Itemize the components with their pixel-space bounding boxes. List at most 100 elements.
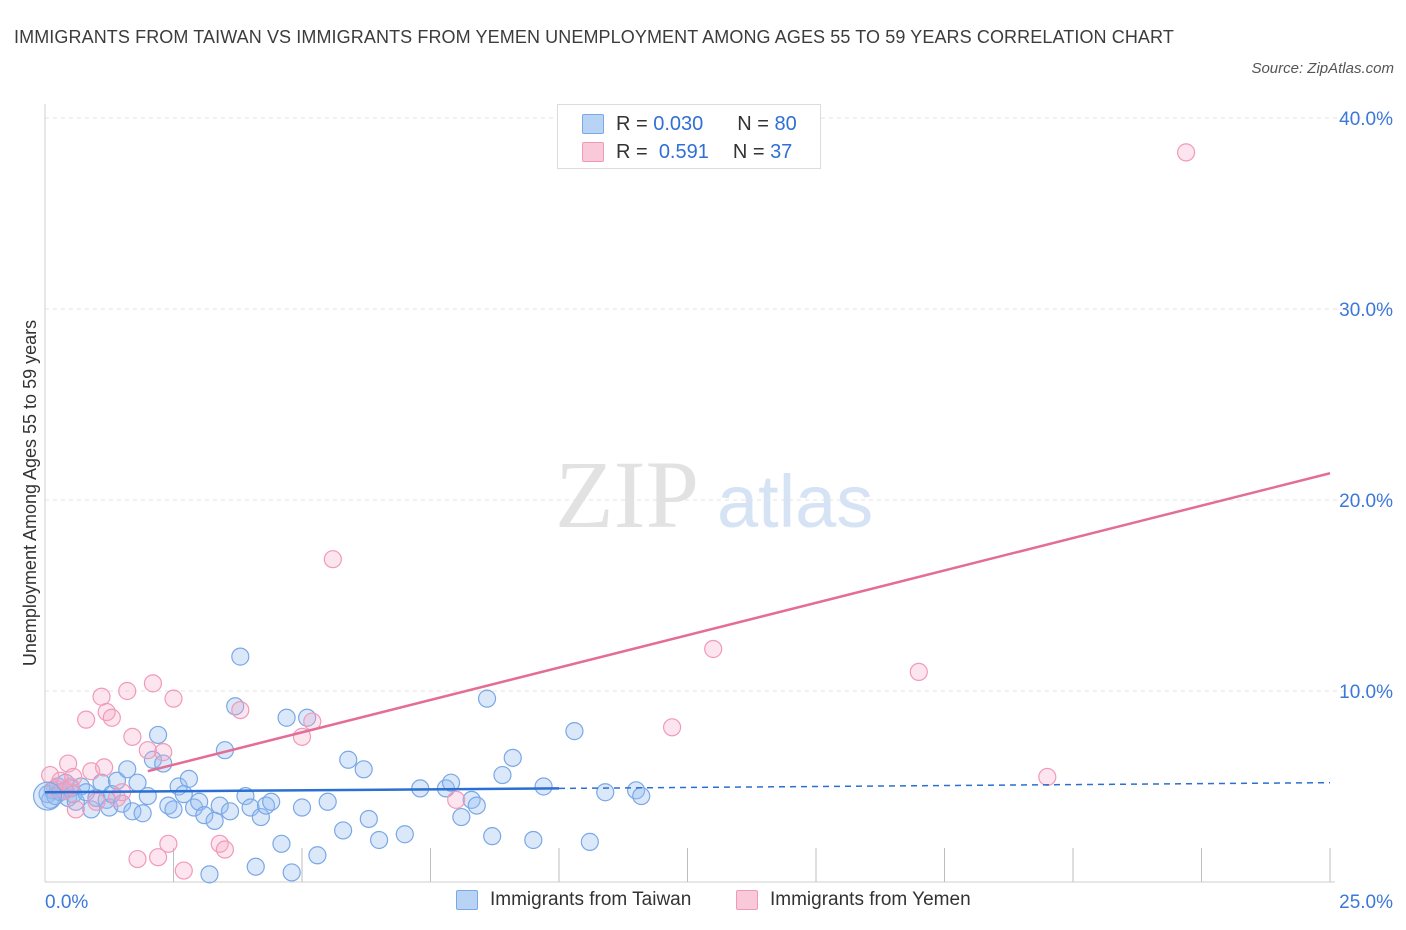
- taiwan-point: [32, 781, 63, 811]
- legend-row-yemen: R = 0.591 N = 37: [582, 138, 792, 166]
- taiwan-point: [205, 811, 224, 830]
- yemen-point: [215, 840, 234, 859]
- taiwan-point: [493, 765, 512, 785]
- taiwan-point: [179, 769, 199, 788]
- yemen-point: [143, 674, 163, 693]
- y-tick-label: 10.0%: [1339, 682, 1393, 703]
- taiwan-point: [359, 809, 378, 829]
- yemen-n-value: 37: [770, 140, 793, 163]
- x-tick-label: 25.0%: [1339, 892, 1393, 913]
- taiwan-point: [195, 806, 214, 825]
- bottom-legend-taiwan: Immigrants from Taiwan: [456, 889, 691, 911]
- yemen-point: [118, 681, 137, 701]
- yemen-point: [97, 702, 116, 722]
- yemen-point: [138, 741, 157, 760]
- yemen-point: [210, 834, 229, 853]
- legend-n-label: N =: [732, 140, 765, 163]
- taiwan-point: [184, 798, 204, 817]
- yemen-point: [92, 687, 111, 706]
- taiwan-point: [565, 722, 584, 741]
- yemen-point: [102, 708, 121, 727]
- yemen-point: [909, 662, 928, 682]
- taiwan-point: [292, 798, 312, 817]
- yemen-point: [164, 689, 183, 708]
- yemen-point: [174, 861, 193, 880]
- yemen-r-value: 0.591: [658, 140, 709, 163]
- taiwan-point: [277, 708, 296, 727]
- taiwan-point: [334, 821, 353, 840]
- yemen-point: [128, 849, 147, 869]
- taiwan-swatch: [582, 114, 604, 134]
- taiwan-point: [503, 748, 522, 767]
- grid-lines: [45, 117, 1390, 692]
- taiwan-point: [210, 796, 229, 815]
- taiwan-trend-line: [44, 787, 560, 794]
- chart-title: IMMIGRANTS FROM TAIWAN VS IMMIGRANTS FRO…: [14, 27, 1174, 47]
- yemen-point: [64, 767, 83, 787]
- taiwan-point: [138, 786, 157, 806]
- taiwan-point: [395, 825, 414, 844]
- yemen-point: [1176, 143, 1196, 162]
- y-axis-label: Unemployment Among Ages 55 to 59 years: [20, 320, 40, 666]
- yemen-point: [662, 718, 682, 737]
- taiwan-point: [580, 832, 599, 851]
- chart-source: Source: ZipAtlas.com: [1251, 60, 1394, 77]
- taiwan-point: [354, 760, 373, 779]
- y-tick-label: 20.0%: [1339, 491, 1393, 512]
- yemen-point: [87, 792, 106, 811]
- yemen-point: [66, 800, 85, 819]
- watermark-atlas: atlas: [717, 460, 873, 543]
- taiwan-point: [339, 750, 358, 769]
- x-tick-label: 0.0%: [45, 892, 88, 913]
- yemen-point: [41, 765, 60, 785]
- taiwan-point: [626, 781, 646, 800]
- taiwan-point: [462, 790, 481, 809]
- yemen-point: [231, 700, 250, 720]
- yemen-legend-label: Immigrants from Yemen: [770, 889, 971, 910]
- taiwan-point: [148, 725, 168, 745]
- taiwan-point: [272, 834, 291, 853]
- taiwan-point: [164, 800, 183, 819]
- y-tick-label: 30.0%: [1339, 300, 1393, 321]
- taiwan-point: [308, 846, 327, 865]
- axes: [44, 104, 1335, 883]
- taiwan-point: [251, 807, 270, 827]
- yemen-point: [159, 834, 178, 853]
- taiwan-point: [118, 760, 137, 779]
- legend-r-label: R =: [616, 140, 648, 163]
- taiwan-point: [370, 830, 389, 850]
- yemen-point: [107, 788, 127, 808]
- taiwan-point: [596, 783, 615, 802]
- taiwan-trend-extension: [558, 781, 1331, 790]
- taiwan-point: [282, 863, 301, 882]
- yemen-point: [148, 848, 168, 867]
- yemen-trend-line: [147, 472, 1331, 773]
- taiwan-point: [231, 647, 250, 666]
- yemen-point: [123, 727, 142, 746]
- yemen-point: [59, 754, 78, 773]
- taiwan-point: [524, 830, 543, 850]
- yemen-point: [447, 790, 466, 809]
- taiwan-point: [262, 792, 281, 811]
- taiwan-point: [246, 857, 265, 876]
- yemen-point: [323, 550, 342, 569]
- legend-n-label: N =: [737, 112, 769, 135]
- taiwan-legend-swatch: [456, 890, 478, 910]
- taiwan-point: [477, 689, 497, 708]
- taiwan-n-value: 80: [774, 112, 797, 135]
- legend-row-taiwan: R = 0.030 N = 80: [582, 110, 797, 138]
- taiwan-point: [534, 777, 553, 796]
- yemen-point: [1038, 767, 1057, 787]
- taiwan-point: [441, 773, 461, 792]
- taiwan-r-value: 0.030: [653, 112, 704, 135]
- yemen-point: [154, 743, 173, 762]
- stats-legend: R = 0.030 N = 80 R = 0.591 N = 37: [557, 104, 821, 169]
- yemen-point: [95, 758, 114, 777]
- yemen-swatch: [582, 142, 604, 162]
- yemen-point: [704, 639, 723, 659]
- yemen-legend-swatch: [736, 890, 758, 910]
- taiwan-point: [220, 802, 240, 821]
- legend-r-label: R =: [616, 112, 648, 135]
- taiwan-legend-label: Immigrants from Taiwan: [490, 889, 692, 910]
